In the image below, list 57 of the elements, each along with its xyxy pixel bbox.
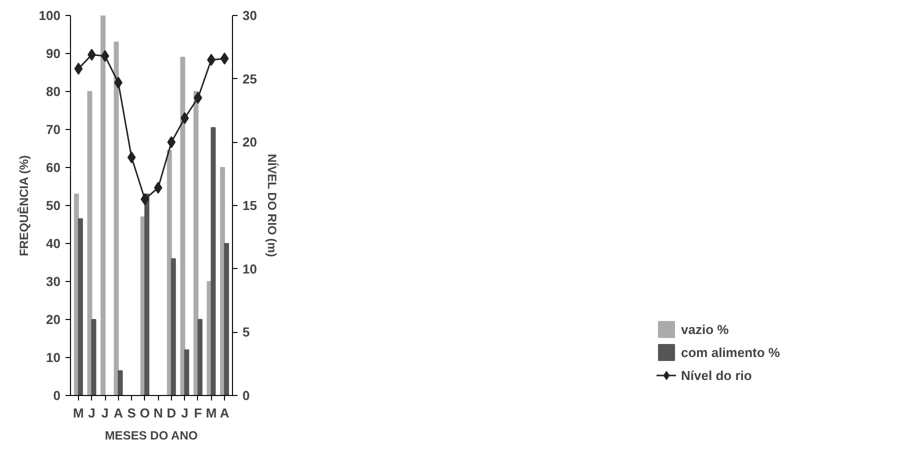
bar xyxy=(170,258,176,396)
legend-label: com alimento % xyxy=(681,344,780,360)
point xyxy=(220,52,229,65)
y2-tick-label: 0 xyxy=(242,388,250,403)
bar xyxy=(114,42,119,396)
bar xyxy=(91,319,96,396)
bar xyxy=(144,194,150,396)
y-tick-label: 20 xyxy=(46,312,61,327)
bar xyxy=(184,349,190,396)
point xyxy=(167,136,176,148)
x-tick-label: N xyxy=(153,406,163,420)
bar xyxy=(100,16,106,396)
point xyxy=(127,151,136,164)
legend-label: vazio % xyxy=(681,322,729,336)
legend-label: Nível do rio xyxy=(681,368,752,382)
y-axis-title: FREQUÊNCIA (%) xyxy=(16,155,31,256)
bar xyxy=(210,127,216,396)
x-tick-label: J xyxy=(88,406,96,420)
point xyxy=(154,182,162,194)
y-tick-label: 30 xyxy=(46,274,61,289)
y2-tick-label: 25 xyxy=(242,71,257,86)
point xyxy=(100,50,110,62)
y-tick-label: 100 xyxy=(38,8,61,23)
x-tick-label: D xyxy=(166,406,176,420)
x-tick-label: M xyxy=(206,406,217,420)
x-tick-label: J xyxy=(181,406,188,420)
x-tick-label: A xyxy=(114,406,124,420)
y-tick-label: 50 xyxy=(46,198,61,213)
bar xyxy=(193,91,198,396)
bar xyxy=(224,243,230,396)
x-axis-title: MESES DO ANO xyxy=(104,428,198,442)
x-tick-label: M xyxy=(73,406,84,420)
bar xyxy=(78,218,83,396)
point xyxy=(194,92,202,104)
y2-axis-title: NÍVEL DO RIO (m) xyxy=(264,154,279,257)
y-tick-label: 90 xyxy=(46,46,61,61)
x-tick-label: S xyxy=(127,406,136,420)
point xyxy=(140,193,150,206)
y-tick-label: 70 xyxy=(46,122,61,137)
bar xyxy=(197,319,202,396)
x-tick-label: O xyxy=(140,406,150,420)
x-tick-label: A xyxy=(220,406,230,420)
y-tick-label: 40 xyxy=(46,236,61,251)
x-tick-label: J xyxy=(101,406,109,420)
y2-tick-label: 20 xyxy=(242,134,257,150)
y2-tick-label: 15 xyxy=(242,198,257,213)
y-tick-label: 10 xyxy=(46,350,61,365)
x-tick-label: F xyxy=(194,406,202,420)
bar xyxy=(118,370,123,396)
y2-tick-label: 30 xyxy=(242,8,257,23)
point xyxy=(74,62,83,75)
y2-tick-label: 10 xyxy=(242,261,257,276)
bar xyxy=(180,56,186,396)
y-tick-label: 60 xyxy=(46,160,61,175)
y2-tick-label: 5 xyxy=(242,324,250,340)
y-tick-label: 0 xyxy=(53,388,61,403)
y-tick-label: 80 xyxy=(46,84,61,99)
